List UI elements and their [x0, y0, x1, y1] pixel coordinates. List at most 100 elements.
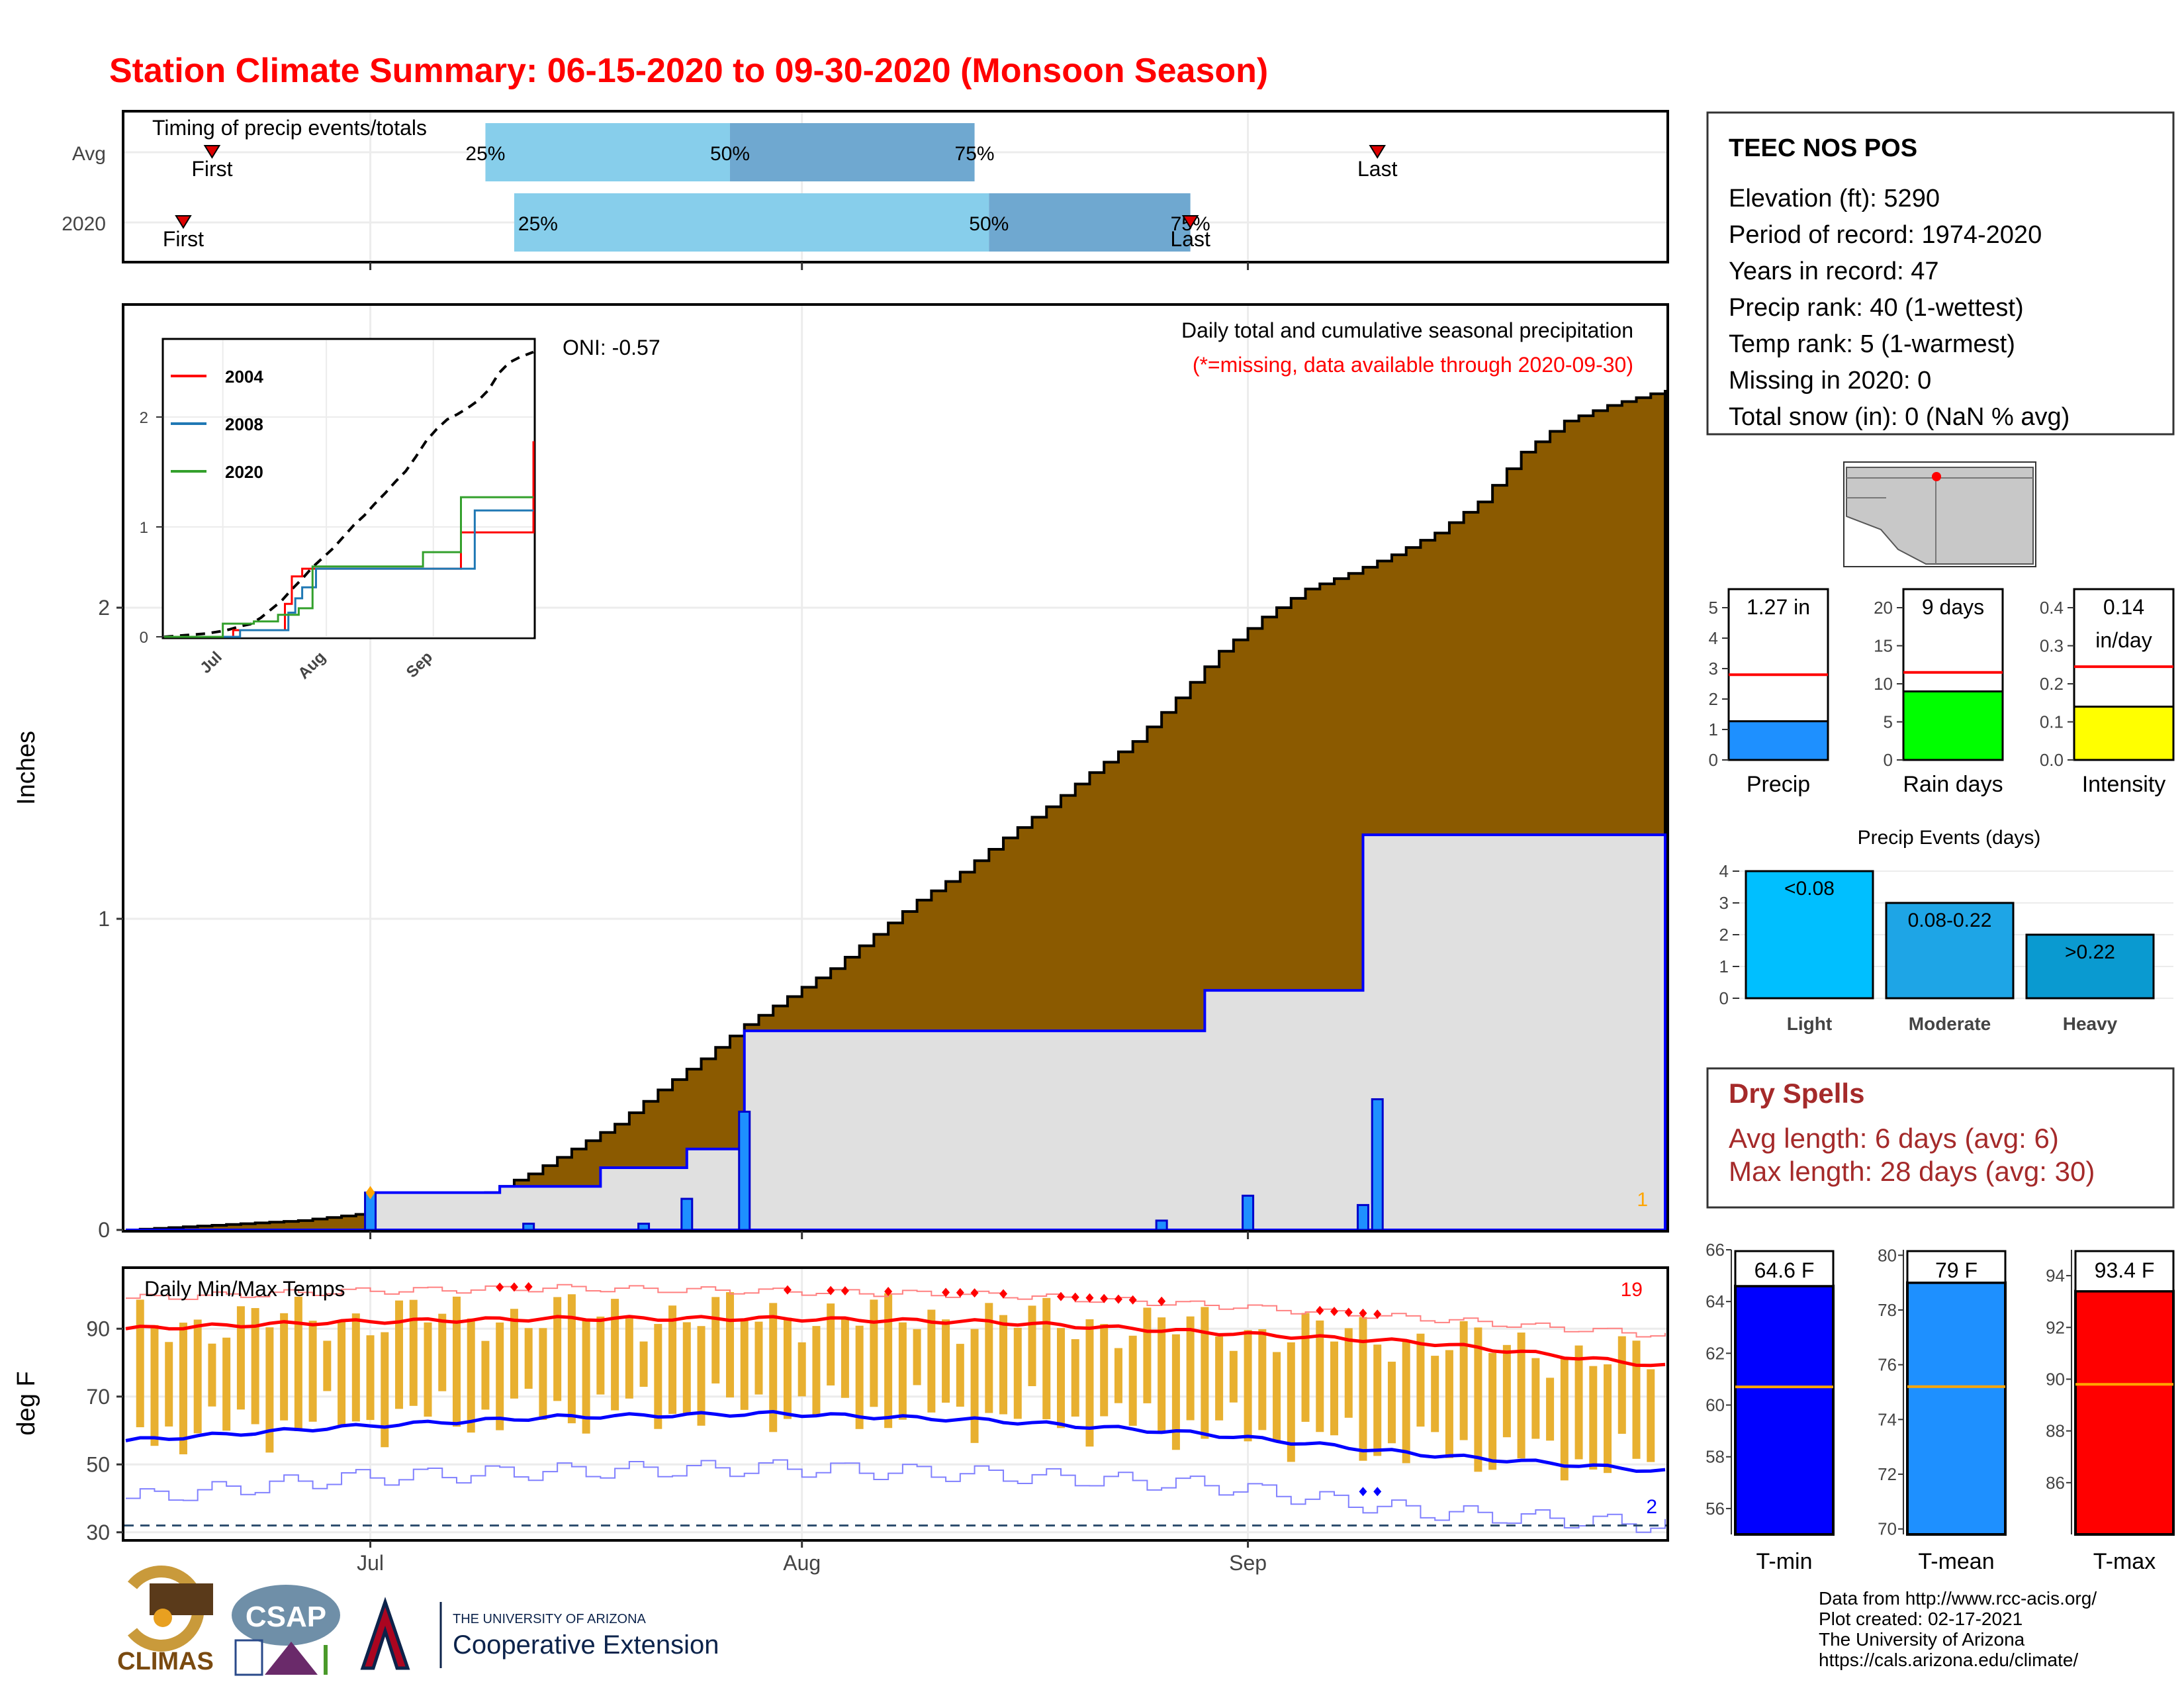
summary-bar-rain-days: 9 days 0 5 10 15 20 Rain days	[1874, 588, 2004, 797]
summary-bar-tick-label: 1	[1709, 720, 1718, 739]
footer-credits: Data from http://www.rcc-acis.org/ Plot …	[1819, 1588, 2097, 1670]
record-high-marker	[1373, 1309, 1382, 1319]
summary-bar-tick-label: 0.0	[2040, 750, 2064, 770]
temp-y-label: deg F	[13, 1371, 40, 1435]
temp-summary-tick-label: 70	[1878, 1519, 1897, 1539]
temp-y-tick-label: 50	[86, 1452, 110, 1476]
last-event-marker-label: Last	[1357, 157, 1398, 181]
record-high-marker	[1128, 1295, 1137, 1305]
inset-legend-label: 2004	[225, 367, 263, 387]
summary-bar-name: Precip	[1747, 772, 1810, 797]
station-line-0: Elevation (ft): 5290	[1729, 185, 1940, 212]
events-bar-name: Light	[1787, 1013, 1832, 1034]
daily-temp-bar	[366, 1335, 375, 1421]
record-min-line	[126, 1459, 1666, 1533]
chart-title: Station Climate Summary: 06-15-2020 to 0…	[109, 52, 1268, 90]
daily-temp-bar	[1589, 1366, 1598, 1470]
temp-y-tick-label: 30	[86, 1521, 110, 1544]
first-event-marker-label: First	[163, 227, 204, 251]
daily-temp-bar	[567, 1294, 576, 1424]
climas-logo-text: CLIMAS	[117, 1648, 214, 1675]
events-bar-label: 0.08-0.22	[1908, 910, 1992, 931]
daily-temp-bar	[999, 1315, 1008, 1415]
summary-bar-tick-label: 10	[1874, 674, 1893, 694]
footer-line-1: Plot created: 02-17-2021	[1819, 1609, 2023, 1629]
daily-temp-bar	[308, 1321, 317, 1422]
temp-summary-name: T-min	[1756, 1549, 1813, 1574]
ua-extension: Cooperative Extension	[453, 1630, 719, 1660]
daily-temp-bar	[1100, 1324, 1109, 1417]
record-high-marker	[1085, 1293, 1094, 1303]
csap-logo-text: CSAP	[246, 1601, 326, 1633]
daily-temp-bar	[1531, 1358, 1540, 1439]
temp-summary-tick-label: 80	[1878, 1245, 1897, 1265]
temp-panel: Daily Min/Max Temps deg F 19 2 30507090 …	[13, 262, 1669, 1575]
summary-bar-tick-label: 0.1	[2040, 712, 2064, 732]
record-high-marker	[524, 1282, 533, 1291]
current-year-precip-area	[126, 833, 1666, 1231]
daily-temp-bar	[280, 1313, 289, 1421]
daily-temp-bar	[1143, 1307, 1152, 1403]
summary-bar-tick-label: 3	[1709, 659, 1718, 679]
daily-temp-bar	[438, 1313, 447, 1391]
daily-precip-bar	[637, 1223, 651, 1231]
record-high-marker	[783, 1285, 792, 1295]
record-high-marker	[1071, 1292, 1079, 1302]
station-info: TEEC NOS POS Elevation (ft): 5290 Period…	[1706, 111, 2175, 436]
daily-temp-bar	[1387, 1362, 1396, 1444]
inset-series-2020	[164, 496, 533, 638]
daily-temp-bar	[351, 1313, 360, 1422]
daily-temp-bar	[1517, 1333, 1525, 1459]
quartile-bar-lower	[485, 123, 731, 181]
first-event-diamond	[365, 1186, 375, 1199]
ua-logo: THE UNIVERSITY OF ARIZONA Cooperative Ex…	[360, 1597, 719, 1670]
daily-temp-bar	[870, 1299, 878, 1407]
daily-temp-bar	[395, 1300, 404, 1409]
precip-y-tick-label: 2	[98, 596, 110, 620]
record-high-marker	[510, 1282, 518, 1292]
precip-y-tick-label: 0	[98, 1218, 110, 1242]
daily-temp-bar	[1330, 1341, 1339, 1436]
events-bar-name: Moderate	[1909, 1013, 1991, 1034]
daily-temp-bar	[1244, 1330, 1252, 1442]
daily-temp-bar	[208, 1343, 216, 1407]
daily-temp-bar	[697, 1326, 705, 1426]
precip-missing-note: (*=missing, data available through 2020-…	[1193, 353, 1633, 377]
daily-temp-bar	[1071, 1339, 1079, 1417]
daily-temp-bar	[682, 1322, 691, 1413]
daily-precip-bar	[1242, 1194, 1255, 1231]
daily-temp-bar	[754, 1321, 763, 1395]
record-high-marker	[1056, 1291, 1065, 1301]
events-tick-label: 3	[1719, 893, 1729, 913]
temp-summary-tick-label: 74	[1878, 1409, 1897, 1429]
dry-spells-title: Dry Spells	[1729, 1078, 1864, 1109]
events-bar-light	[1745, 870, 1874, 1000]
temp-summary-tick-label: 88	[2046, 1421, 2065, 1441]
daily-precip-bar	[1155, 1219, 1168, 1231]
daily-temp-bar	[193, 1319, 202, 1434]
daily-temp-bar	[913, 1329, 921, 1385]
record-high-marker	[1158, 1296, 1166, 1306]
temp-summary-t-max: 93.4 F 86 88 90 92 94 T-max	[2046, 1250, 2175, 1574]
daily-temp-bar	[179, 1323, 187, 1454]
daily-temp-bar	[424, 1322, 432, 1417]
temp-summary-name: T-mean	[1918, 1549, 1994, 1574]
summary-bar-name: Rain days	[1903, 772, 2003, 797]
daily-temp-bar	[1042, 1297, 1051, 1419]
events-bar-label: <0.08	[1784, 878, 1835, 900]
summary-bar-intensity: 0.14 in/day 0.0 0.1 0.2 0.3 0.4 Intensity	[2040, 588, 2175, 797]
last-event-marker	[1369, 145, 1387, 159]
x-axis-tick-label: Jul	[357, 1551, 384, 1575]
label-50-percent: 50%	[969, 213, 1009, 235]
record-high-marker	[970, 1288, 979, 1298]
daily-temp-bar	[639, 1341, 648, 1387]
summary-bar-value-label: 9 days	[1922, 595, 1984, 619]
daily-temp-bar	[1359, 1317, 1367, 1461]
temp-title: Daily Min/Max Temps	[144, 1277, 345, 1301]
precip-y-label: Inches	[13, 731, 40, 805]
events-tick-label: 2	[1719, 925, 1729, 945]
daily-temp-bar	[1229, 1350, 1238, 1403]
summary-bar-tick-label: 5	[1709, 598, 1718, 618]
daily-temp-bar	[740, 1319, 749, 1410]
last-event-marker-label: Last	[1170, 227, 1210, 251]
